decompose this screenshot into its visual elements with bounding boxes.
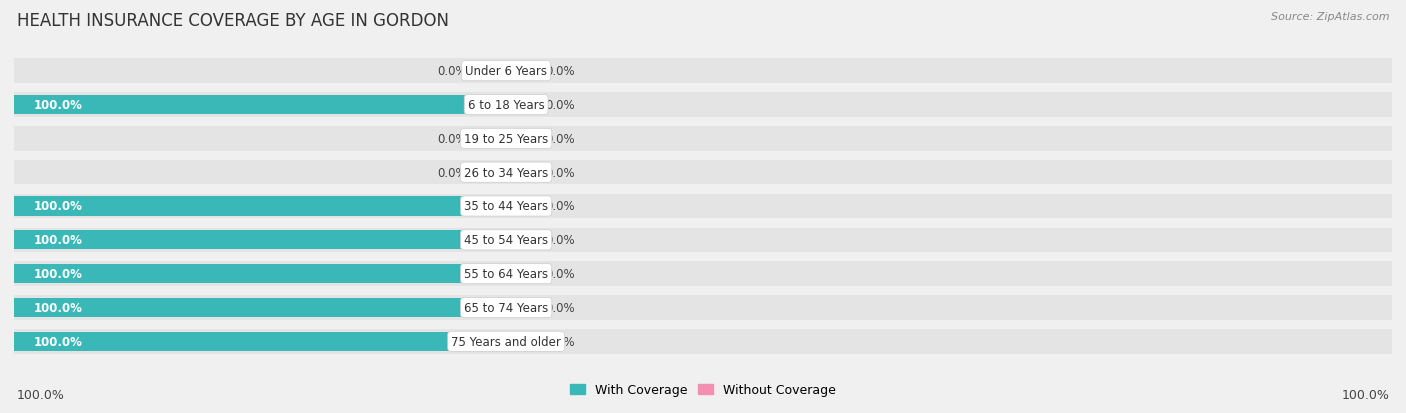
Text: 0.0%: 0.0% — [546, 268, 575, 280]
Text: 100.0%: 100.0% — [17, 388, 65, 401]
Bar — [506, 231, 536, 250]
Bar — [14, 161, 1392, 185]
Bar — [477, 62, 506, 81]
Text: 0.0%: 0.0% — [546, 234, 575, 247]
Bar — [477, 130, 506, 149]
Text: 0.0%: 0.0% — [546, 65, 575, 78]
Bar — [506, 332, 536, 351]
Bar — [14, 197, 506, 216]
Text: Source: ZipAtlas.com: Source: ZipAtlas.com — [1271, 12, 1389, 22]
Text: 65 to 74 Years: 65 to 74 Years — [464, 301, 548, 314]
Bar — [14, 127, 1392, 151]
Text: 0.0%: 0.0% — [437, 166, 467, 179]
Bar — [506, 130, 536, 149]
Bar — [14, 332, 506, 351]
Bar — [14, 298, 506, 317]
Bar — [506, 163, 536, 182]
Text: 0.0%: 0.0% — [546, 99, 575, 112]
Bar — [14, 59, 1392, 84]
Text: 100.0%: 100.0% — [34, 335, 83, 348]
Text: 0.0%: 0.0% — [546, 335, 575, 348]
Bar — [506, 96, 536, 115]
Bar — [14, 93, 1392, 117]
Bar — [14, 264, 506, 283]
Text: Under 6 Years: Under 6 Years — [465, 65, 547, 78]
Bar — [477, 163, 506, 182]
Text: 45 to 54 Years: 45 to 54 Years — [464, 234, 548, 247]
Text: 0.0%: 0.0% — [546, 200, 575, 213]
Bar — [14, 296, 1392, 320]
Bar — [14, 228, 1392, 252]
Text: 75 Years and older: 75 Years and older — [451, 335, 561, 348]
Text: 19 to 25 Years: 19 to 25 Years — [464, 133, 548, 145]
Text: 26 to 34 Years: 26 to 34 Years — [464, 166, 548, 179]
Text: 0.0%: 0.0% — [437, 133, 467, 145]
Text: 100.0%: 100.0% — [1341, 388, 1389, 401]
Bar — [14, 195, 1392, 218]
Text: 6 to 18 Years: 6 to 18 Years — [468, 99, 544, 112]
Text: HEALTH INSURANCE COVERAGE BY AGE IN GORDON: HEALTH INSURANCE COVERAGE BY AGE IN GORD… — [17, 12, 449, 30]
Text: 100.0%: 100.0% — [34, 200, 83, 213]
Bar — [506, 298, 536, 317]
Text: 0.0%: 0.0% — [437, 65, 467, 78]
Text: 100.0%: 100.0% — [34, 268, 83, 280]
Bar — [506, 62, 536, 81]
Bar — [14, 262, 1392, 286]
Text: 0.0%: 0.0% — [546, 166, 575, 179]
Bar — [506, 197, 536, 216]
Bar — [14, 329, 1392, 354]
Text: 100.0%: 100.0% — [34, 99, 83, 112]
Bar — [14, 231, 506, 250]
Text: 100.0%: 100.0% — [34, 301, 83, 314]
Text: 35 to 44 Years: 35 to 44 Years — [464, 200, 548, 213]
Legend: With Coverage, Without Coverage: With Coverage, Without Coverage — [565, 378, 841, 401]
Bar — [14, 96, 506, 115]
Text: 100.0%: 100.0% — [34, 234, 83, 247]
Text: 55 to 64 Years: 55 to 64 Years — [464, 268, 548, 280]
Bar — [506, 264, 536, 283]
Text: 0.0%: 0.0% — [546, 301, 575, 314]
Text: 0.0%: 0.0% — [546, 133, 575, 145]
